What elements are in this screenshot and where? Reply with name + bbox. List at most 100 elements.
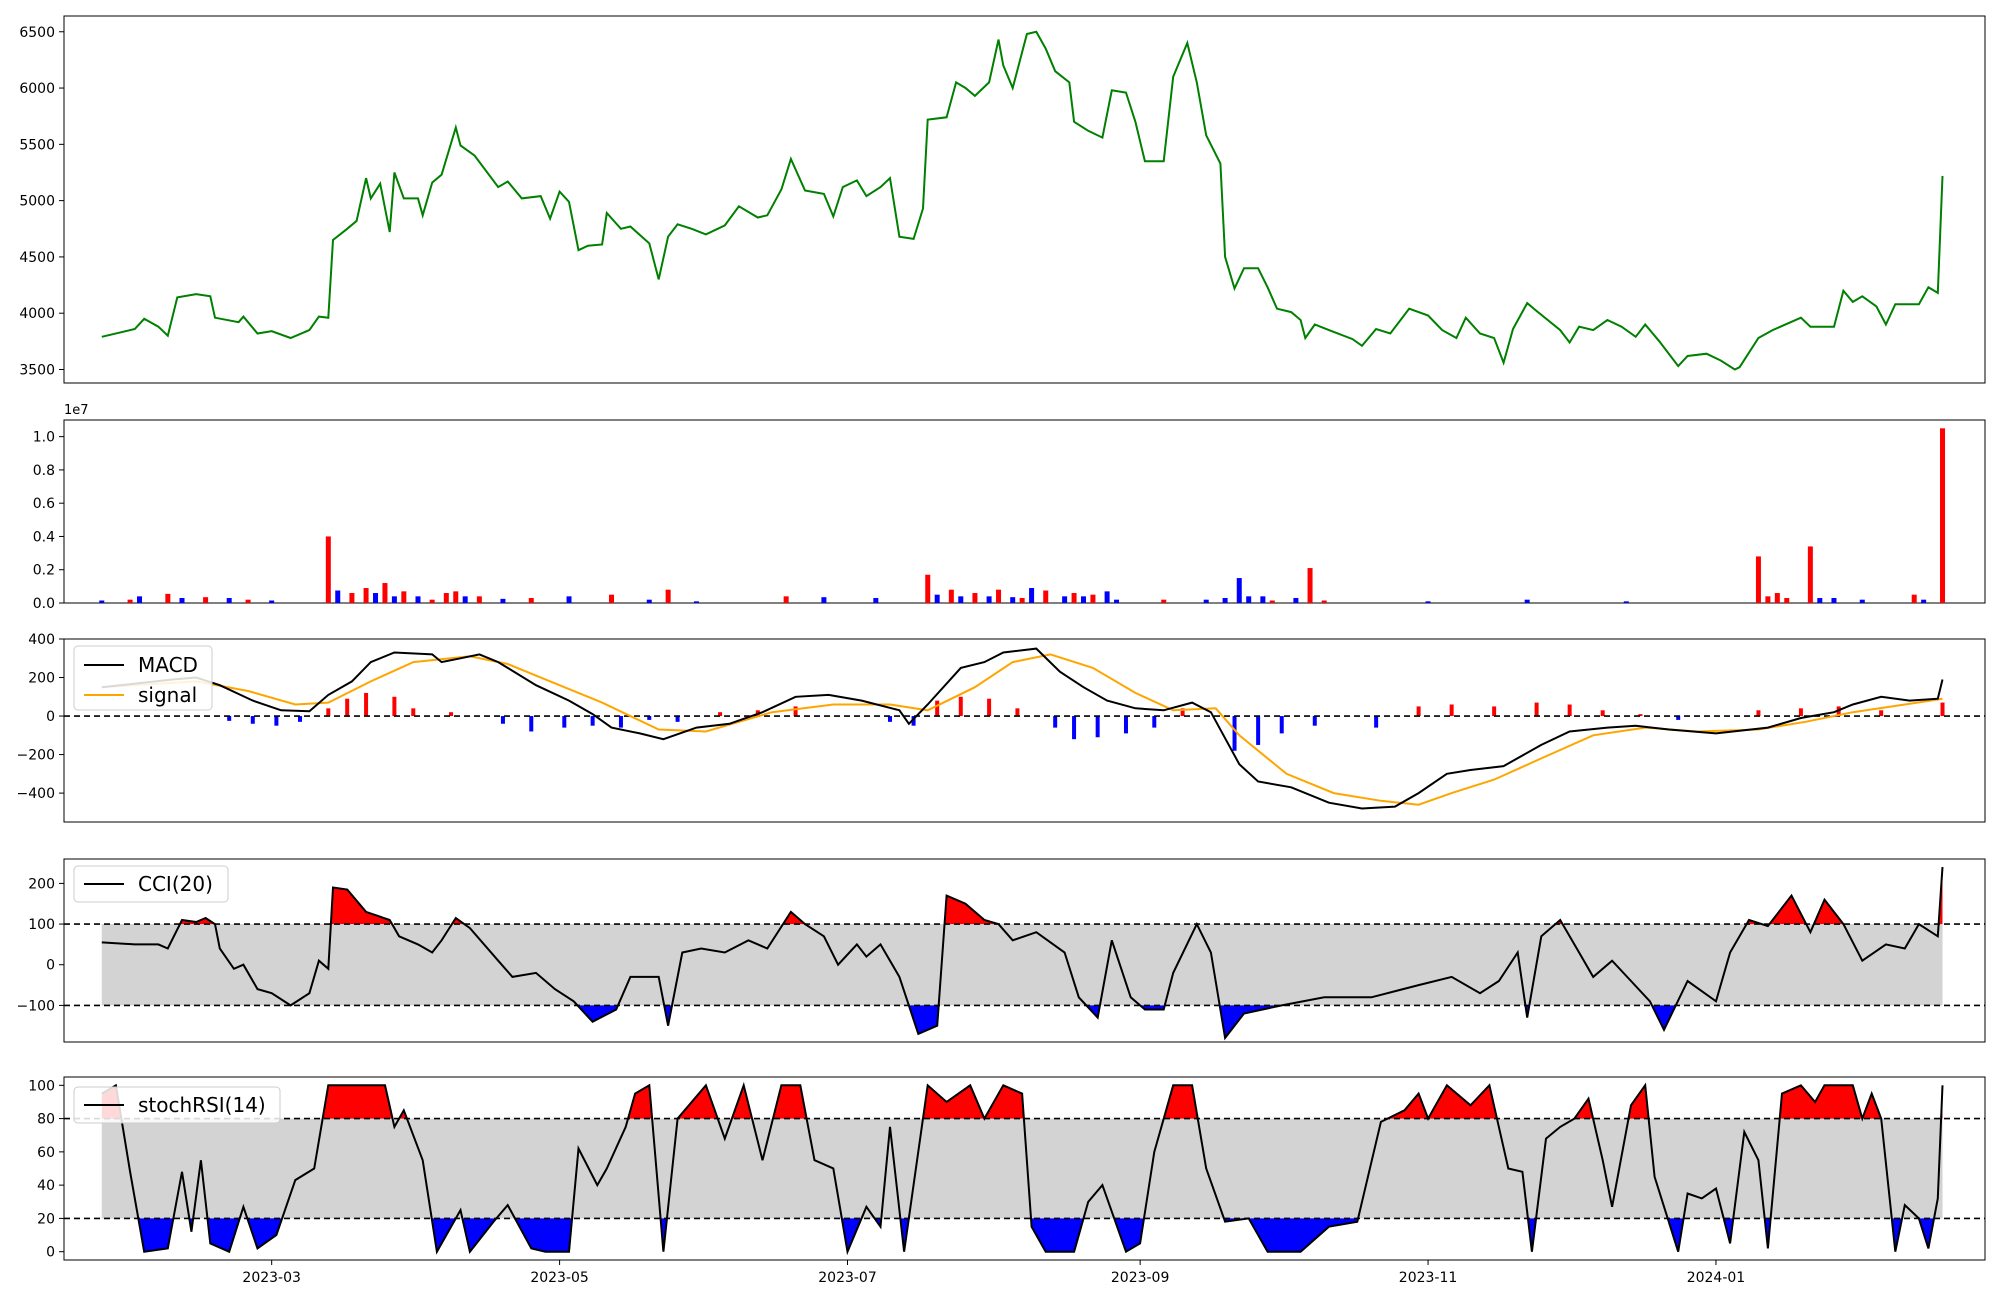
volume-bar: [925, 574, 931, 603]
cci-y-tick-label: 200: [28, 876, 55, 892]
cci-axes-frame: [63, 858, 1986, 1043]
macd-histogram-bar: [1638, 714, 1643, 717]
shared-x-axis: 2023-03 2023-05 2023-07 2023-09 2023-11 2024-…: [242, 1260, 1745, 1286]
macd-histogram-bar: [958, 696, 963, 717]
volume-bar: [1104, 591, 1110, 603]
macd-histogram-bar: [1256, 716, 1261, 745]
macd-histogram-bar: [618, 716, 623, 728]
volume-bar: [934, 594, 940, 603]
volume-bar: [1321, 600, 1327, 603]
volume-bar: [783, 596, 789, 603]
macd-histogram-bar: [1449, 704, 1454, 717]
cci-line: [101, 867, 1944, 1041]
stochrsi-y-tick-label: 20: [37, 1211, 55, 1227]
macd-histogram-bar: [887, 716, 892, 722]
macd-histogram-bar: [911, 716, 916, 726]
stochrsi-overbought-fill: [923, 1085, 985, 1119]
price-y-tick-label: 3500: [19, 362, 55, 378]
macd-histogram-bar: [250, 716, 255, 724]
stochrsi-overbought-fill: [1628, 1085, 1649, 1119]
stochrsi-overbought-fill: [628, 1085, 653, 1119]
volume-bar: [269, 600, 275, 603]
stochrsi-y-tick-label: 40: [37, 1178, 55, 1194]
volume-bar: [958, 596, 964, 603]
macd-histogram-bar: [1095, 716, 1100, 738]
volume-bar: [1774, 593, 1780, 603]
macd-line: [101, 647, 1944, 810]
volume-bar: [382, 583, 388, 603]
volume-bar: [99, 600, 105, 603]
volume-bar: [462, 596, 468, 603]
x-tick-label: 2023-05: [530, 1270, 589, 1286]
cci-y-tick-label: −100: [17, 998, 55, 1014]
volume-bar: [325, 536, 331, 603]
stochrsi-overbought-fill: [1779, 1085, 1863, 1119]
cci-y-tick-label: 100: [28, 917, 55, 933]
volume-bar: [415, 596, 421, 603]
volume-bar: [443, 593, 449, 603]
macd-histogram-bar: [529, 716, 534, 732]
macd-histogram-bar: [1940, 702, 1945, 717]
volume-bar: [646, 599, 652, 603]
macd-histogram-bar: [500, 716, 505, 724]
stochrsi-y-tick-label: 0: [46, 1245, 55, 1261]
volume-bar: [245, 599, 251, 603]
volume-bar: [1090, 594, 1096, 603]
price-axes-frame: [63, 15, 1986, 384]
stochrsi-axes-frame: [63, 1076, 1986, 1261]
volume-bar: [401, 591, 407, 603]
volume-bar: [1236, 578, 1242, 603]
volume-bar: [391, 596, 397, 603]
stochrsi-oversold-fill: [1114, 1218, 1144, 1252]
volume-bar: [1062, 596, 1068, 603]
volume-bar: [203, 597, 209, 603]
volume-bar: [226, 598, 232, 603]
macd-y-tick-label: −200: [17, 748, 55, 764]
cci-oversold-fill: [577, 1005, 618, 1022]
macd-histogram-bar: [326, 708, 331, 717]
stochrsi-legend-box: [73, 1086, 281, 1124]
volume-bar: [335, 590, 341, 603]
stochrsi-overbought-fill: [1428, 1085, 1497, 1119]
macd-legend: MACD signal: [73, 645, 213, 711]
volume-bar: [127, 599, 133, 603]
price-y-tick-label: 4000: [19, 306, 55, 322]
macd-histogram-bar: [1374, 716, 1379, 728]
macd-histogram-bar: [1053, 716, 1058, 728]
price-y-tick-label: 5500: [19, 137, 55, 153]
stochrsi-overbought-fill: [1163, 1085, 1198, 1119]
volume-bar: [665, 589, 671, 603]
macd-histogram-bar: [1279, 716, 1284, 734]
cci-overbought-fill: [1769, 895, 1807, 925]
volume-y-tick-label: 0.2: [33, 563, 55, 579]
volume-bar: [1940, 428, 1946, 603]
macd-histogram-bar: [647, 716, 652, 720]
macd-panel: −400 −200 0 200 400 MACD signal: [17, 632, 1986, 823]
volume-bar: [1831, 598, 1837, 603]
macd-histogram-bar: [1152, 716, 1157, 728]
volume-bar: [179, 598, 185, 603]
volume-bar: [373, 593, 379, 603]
volume-bar: [1755, 556, 1761, 603]
stochrsi-overbought-fill: [731, 1085, 753, 1119]
volume-bar: [1269, 600, 1275, 603]
macd-histogram-bar: [1798, 708, 1803, 717]
volume-bar: [528, 598, 534, 603]
volume-bar: [1425, 601, 1431, 603]
cci-overbought-fill: [1813, 899, 1844, 925]
macd-histogram-bar: [364, 692, 369, 717]
price-plot: 3500 4000 4500 5000 5500 6000 6500: [19, 25, 1944, 378]
cci-panel: −100 0 100 200 CCI(20): [17, 858, 1986, 1043]
cci-oversold-fill: [1651, 1005, 1676, 1030]
volume-bar: [1623, 601, 1629, 603]
stochrsi-legend: stochRSI(14): [73, 1086, 281, 1124]
x-tick-label: 2023-11: [1399, 1270, 1458, 1286]
stochrsi-overbought-fill: [984, 1085, 1024, 1119]
volume-bar: [453, 591, 459, 603]
volume-bar: [566, 596, 572, 603]
macd-histogram-bar: [1492, 706, 1497, 717]
stochrsi-overbought-fill: [1862, 1093, 1882, 1119]
macd-y-tick-label: 0: [46, 709, 55, 725]
volume-bar: [1260, 596, 1266, 603]
